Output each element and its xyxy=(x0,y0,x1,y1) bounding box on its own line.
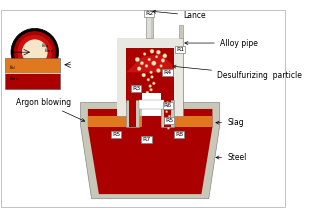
Text: $k_{ms}$: $k_{ms}$ xyxy=(9,74,19,83)
Circle shape xyxy=(147,78,150,81)
Circle shape xyxy=(165,123,167,125)
Text: Desulfurizing  particle: Desulfurizing particle xyxy=(173,65,302,80)
Bar xyxy=(117,38,183,48)
Circle shape xyxy=(151,76,154,78)
Circle shape xyxy=(143,52,147,56)
Bar xyxy=(5,58,60,73)
Text: R7: R7 xyxy=(142,137,151,142)
Circle shape xyxy=(163,54,167,58)
Text: Argon blowing: Argon blowing xyxy=(17,98,85,121)
Text: R8: R8 xyxy=(175,132,183,137)
Text: R4: R4 xyxy=(163,70,172,75)
Bar xyxy=(117,38,126,116)
Bar xyxy=(147,11,151,38)
Circle shape xyxy=(140,61,144,65)
Circle shape xyxy=(152,61,156,65)
Circle shape xyxy=(161,58,165,63)
Circle shape xyxy=(17,35,52,70)
Text: $k_{sl}$: $k_{sl}$ xyxy=(9,63,17,72)
Circle shape xyxy=(150,49,154,53)
Circle shape xyxy=(14,31,56,73)
Text: R1: R1 xyxy=(176,47,184,52)
Bar xyxy=(174,38,183,116)
Circle shape xyxy=(142,73,146,77)
Circle shape xyxy=(135,57,139,62)
Bar xyxy=(126,48,174,103)
Circle shape xyxy=(145,64,148,67)
Circle shape xyxy=(149,85,152,87)
Polygon shape xyxy=(88,116,212,127)
Circle shape xyxy=(153,82,155,85)
Circle shape xyxy=(167,127,169,129)
Text: Alloy pipe: Alloy pipe xyxy=(185,39,258,48)
Polygon shape xyxy=(80,103,220,199)
Circle shape xyxy=(166,102,169,104)
Text: R2: R2 xyxy=(145,11,154,16)
Circle shape xyxy=(157,69,160,72)
Polygon shape xyxy=(117,38,183,116)
Bar xyxy=(142,109,161,127)
Circle shape xyxy=(22,39,48,65)
Polygon shape xyxy=(178,25,183,38)
Circle shape xyxy=(148,58,151,61)
Circle shape xyxy=(149,71,153,74)
Bar xyxy=(161,100,174,127)
Bar xyxy=(126,100,139,127)
Text: Slag: Slag xyxy=(216,118,244,127)
Text: $k_{mp}$: $k_{mp}$ xyxy=(44,47,55,57)
Circle shape xyxy=(154,55,158,59)
Polygon shape xyxy=(126,54,174,72)
Circle shape xyxy=(159,64,163,67)
Bar xyxy=(142,93,161,116)
Circle shape xyxy=(168,115,170,117)
Bar xyxy=(129,100,136,127)
Bar xyxy=(139,100,164,109)
Polygon shape xyxy=(88,109,212,194)
Bar xyxy=(164,100,171,127)
Bar xyxy=(146,11,153,38)
Circle shape xyxy=(11,28,59,76)
Circle shape xyxy=(169,106,171,108)
Polygon shape xyxy=(126,48,174,66)
Circle shape xyxy=(157,51,160,54)
Circle shape xyxy=(146,91,149,94)
Text: R5: R5 xyxy=(112,132,120,137)
Circle shape xyxy=(166,120,169,122)
Text: $k_{sp}$: $k_{sp}$ xyxy=(41,42,49,52)
Text: Lance: Lance xyxy=(153,10,206,20)
Circle shape xyxy=(166,111,168,113)
Circle shape xyxy=(150,88,153,91)
Bar xyxy=(5,73,60,89)
Circle shape xyxy=(138,67,141,70)
Circle shape xyxy=(148,97,151,99)
Text: Steel: Steel xyxy=(216,153,246,162)
Text: R3: R3 xyxy=(132,86,140,91)
Circle shape xyxy=(165,72,167,74)
Text: R5: R5 xyxy=(165,118,173,123)
Text: R6: R6 xyxy=(163,103,172,108)
